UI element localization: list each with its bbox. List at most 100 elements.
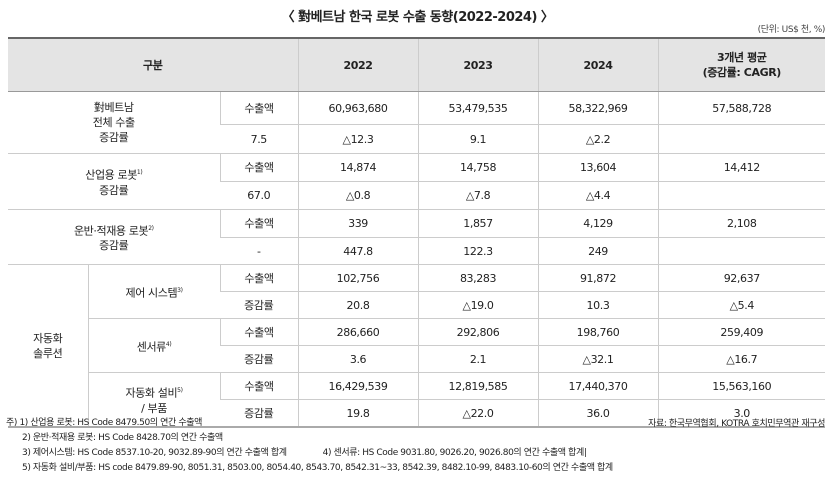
value-cell: 259,409: [657, 318, 825, 346]
header-average-line2: (증감률: CAGR): [702, 66, 782, 79]
value-cell: 60,963,680: [297, 91, 418, 125]
row-label-line: 對베트남: [93, 101, 134, 114]
row-label-line: / 부품: [141, 401, 167, 415]
value-cell: 249: [537, 237, 658, 265]
footnote: 5) 자동화 설비/부품: HS code 8479.89-90, 8051.3…: [22, 463, 613, 473]
value-cell: [657, 124, 825, 154]
source-note: 자료: 한국무역협회, KOTRA 호치민무역관 재구성: [648, 419, 825, 429]
row-label: 센서류4): [87, 318, 220, 373]
value-cell: 1,857: [417, 209, 538, 238]
value-cell: 19.8: [297, 399, 418, 428]
header-year: 2024: [537, 37, 658, 92]
value-cell: △4.4: [537, 181, 658, 210]
value-cell: 198,760: [537, 318, 658, 346]
value-cell: 4,129: [537, 209, 658, 238]
value-cell: 12,819,585: [417, 372, 538, 400]
value-cell: 339: [297, 209, 418, 238]
footnote: 주) 1) 산업용 로봇: HS Code 8479.50의 연간 수출액: [6, 418, 202, 428]
row-label: 산업용 로봇1) 증감률: [8, 153, 220, 210]
row-type: 수출액: [219, 318, 298, 346]
value-cell: 53,479,535: [417, 91, 538, 125]
footnote-ref: 3): [177, 286, 183, 294]
value-cell: 3.6: [297, 345, 418, 373]
footnote-ref: 5): [177, 387, 183, 395]
value-cell: △16.7: [657, 345, 825, 373]
table-title: 〈 對베트남 한국 로봇 수출 동향(2022-2024) 〉: [281, 10, 554, 25]
row-type: 증감률: [220, 291, 298, 319]
value-cell: 20.8: [297, 291, 418, 319]
value-cell: 57,588,728: [657, 91, 825, 125]
value-cell: 14,412: [657, 153, 825, 182]
value-cell: 92,637: [657, 264, 825, 292]
row-label-line: 운반·적재용 로봇: [73, 224, 149, 238]
row-type: 수출액: [219, 91, 298, 125]
row-label-line: 센서류: [136, 340, 167, 354]
row-label-line: 증감률: [99, 131, 129, 144]
value-cell: [657, 181, 825, 210]
value-cell: △2.2: [537, 124, 658, 154]
row-type: 증감률: [220, 399, 298, 428]
row-label: 운반·적재용 로봇2) 증감률: [8, 209, 220, 265]
row-label-line: 증감률: [99, 239, 129, 253]
value-cell: △5.4: [657, 291, 825, 319]
value-cell: △0.8: [297, 181, 418, 210]
value-cell: 17,440,370: [537, 372, 658, 400]
table-row: 운반·적재용 로봇2) 증감률 수출액 339 1,857 4,129 2,108: [8, 209, 825, 265]
header-year: 2023: [417, 37, 538, 92]
value-cell: 15,563,160: [657, 372, 825, 400]
row-label-line: 전체 수출: [92, 116, 135, 129]
value-cell: 36.0: [537, 399, 658, 428]
row-label-line: 자동화 설비: [125, 386, 178, 400]
footnote-ref: 2): [148, 224, 154, 232]
value-cell: [657, 237, 825, 265]
value-cell: 2.1: [417, 345, 538, 373]
header-row: 구분 2022 2023 2024 3개년 평균 (증감률: CAGR): [8, 37, 825, 92]
row-label: 제어 시스템3): [87, 264, 220, 319]
row-type: 7.5: [220, 124, 298, 154]
value-cell: △22.0: [417, 399, 538, 428]
footnote: 4) 센서류: HS Code 9031.80, 9026.20, 9026.8…: [322, 448, 587, 458]
value-cell: 9.1: [417, 124, 538, 154]
value-cell: 3.0: [657, 399, 825, 428]
row-type: 수출액: [219, 153, 298, 182]
table-row: 센서류4) 수출액 286,660 292,806 198,760 259,409: [8, 318, 825, 373]
footnote-ref: 4): [165, 340, 172, 348]
table-row: 증감률 19.8 △22.0 36.0 3.0: [8, 399, 825, 428]
table-row: 67.0 △0.8 △7.8 △4.4: [8, 181, 825, 210]
value-cell: 83,283: [417, 264, 538, 292]
value-cell: 14,874: [297, 153, 418, 182]
unit-note: (단위: US$ 천, %): [757, 25, 826, 35]
row-type: 수출액: [219, 264, 298, 292]
row-type: 수출액: [219, 209, 298, 238]
value-cell: △7.8: [417, 181, 538, 210]
value-cell: 13,604: [537, 153, 658, 182]
table-row: 증감률 3.6 2.1 △32.1 △16.7: [8, 345, 825, 373]
footnotes: 주) 1) 산업용 로봇: HS Code 8479.50의 연간 수출액 2)…: [6, 416, 613, 476]
footnote-ref: 1): [136, 169, 143, 177]
value-cell: △32.1: [537, 345, 658, 373]
automation-group-label: 자동화 솔루션: [8, 264, 88, 428]
value-cell: 58,322,969: [537, 91, 658, 125]
table-row: 자동화 솔루션 제어 시스템3) 수출액 102,756 83,283 91,872 92,6…: [8, 264, 825, 428]
value-cell: 122.3: [417, 237, 538, 265]
value-cell: 16,429,539: [297, 372, 418, 400]
row-type: 증감률: [220, 345, 298, 373]
value-cell: 2,108: [657, 209, 825, 238]
row-label: 자동화 설비5) / 부품: [87, 372, 220, 428]
value-cell: 447.8: [297, 237, 418, 265]
value-cell: 286,660: [297, 318, 418, 346]
row-label-line: 증감률: [99, 183, 129, 197]
header-category: 구분: [8, 37, 298, 92]
row-label-line: 산업용 로봇: [85, 168, 137, 182]
table-row: 7.5 △12.3 9.1 △2.2: [8, 124, 825, 154]
row-label-line: 제어 시스템: [125, 286, 178, 300]
value-cell: 292,806: [417, 318, 538, 346]
footnote-row: 3) 제어시스템: HS Code 8537.10-20, 9032.89-90…: [6, 446, 613, 461]
export-table: 구분 2022 2023 2024 3개년 평균 (증감률: CAGR) 對베트남…: [8, 37, 825, 428]
value-cell: △12.3: [297, 124, 418, 154]
value-cell: △19.0: [417, 291, 538, 319]
value-cell: 14,758: [417, 153, 538, 182]
row-type: 수출액: [219, 372, 298, 400]
header-average: 3개년 평균 (증감률: CAGR): [657, 37, 825, 92]
